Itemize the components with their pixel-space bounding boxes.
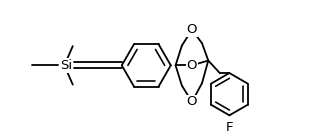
Text: O: O [187, 59, 197, 72]
Text: O: O [187, 23, 197, 36]
Text: F: F [226, 121, 233, 134]
Text: Si: Si [60, 59, 72, 72]
Text: O: O [187, 95, 197, 108]
